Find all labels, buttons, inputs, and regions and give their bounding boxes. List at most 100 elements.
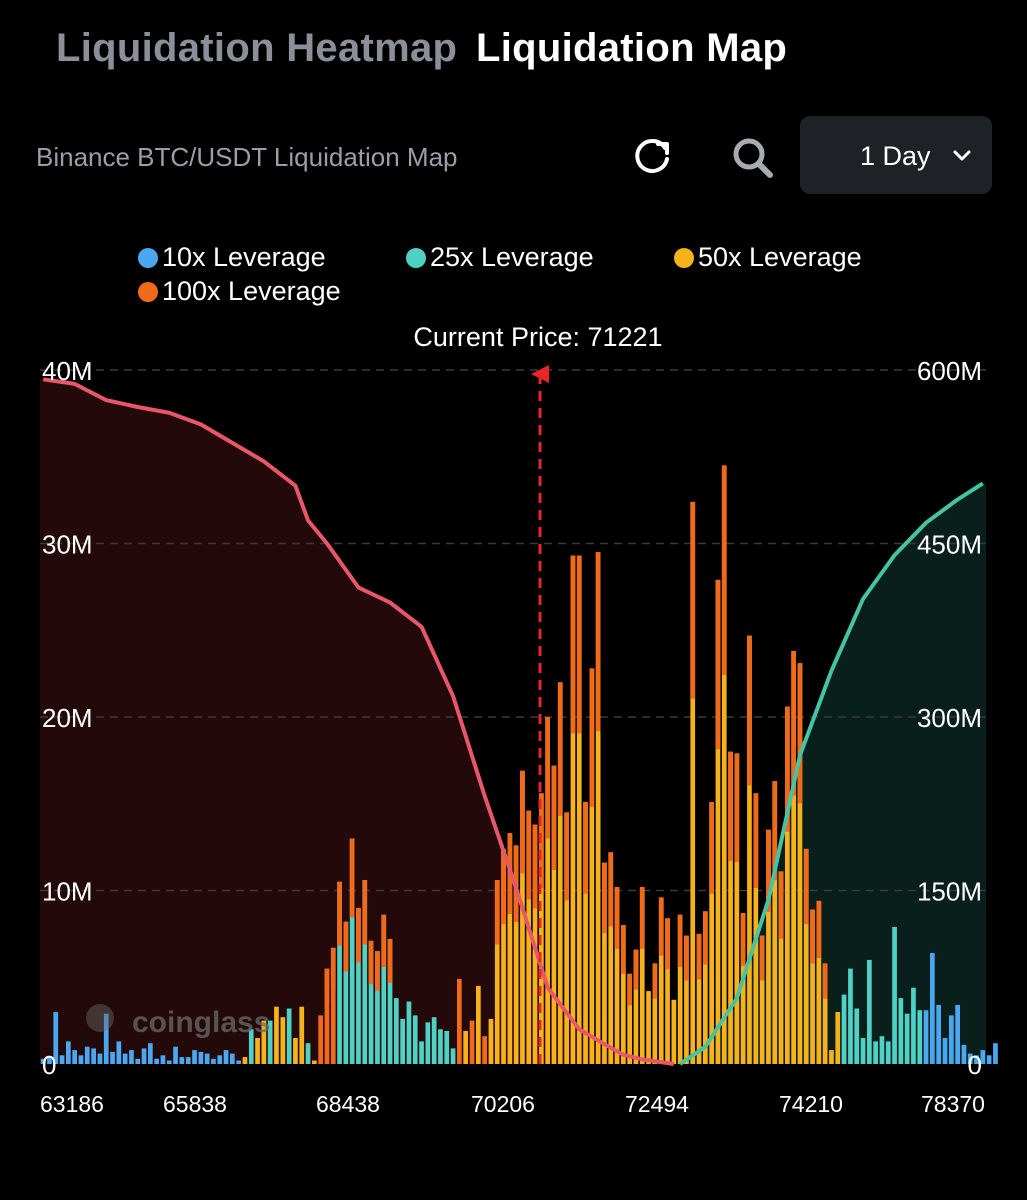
liquidation-bar [255, 1038, 260, 1064]
liquidation-bar [198, 1051, 204, 1064]
liquidation-bar [444, 1031, 450, 1064]
current-price-label: Current Price: 71221 [413, 322, 662, 352]
liquidation-bar [72, 1050, 77, 1064]
liquidation-bar [885, 1041, 891, 1064]
x-tick-label: 72494 [625, 1091, 689, 1117]
liquidation-bar [166, 1060, 172, 1064]
legend-item-50x[interactable]: 50x Leverage [674, 242, 862, 273]
liquidation-bar-100x-segment [639, 887, 645, 949]
liquidation-bar [501, 848, 506, 1064]
liquidation-bar-100x-segment [772, 781, 778, 881]
liquidation-bar-100x-segment [551, 765, 557, 870]
liquidation-bar [141, 1048, 147, 1064]
y-right-tick-label: 0 [968, 1050, 982, 1080]
liquidation-bar [974, 1055, 979, 1064]
time-range-label: 1 Day [860, 141, 931, 171]
liquidation-bar [589, 668, 595, 1064]
liquidation-bar [425, 1022, 431, 1064]
liquidation-bar [242, 1057, 248, 1064]
liquidation-bar [930, 953, 935, 1064]
legend-label-25x: 25x Leverage [430, 242, 594, 272]
liquidation-bar [867, 959, 872, 1064]
liquidation-bar [286, 1008, 292, 1064]
refresh-icon[interactable] [627, 132, 677, 182]
liquidation-bar [507, 833, 513, 1064]
liquidation-bar [450, 1048, 456, 1064]
liquidation-bar [747, 635, 752, 1064]
liquidation-bar [47, 1057, 52, 1064]
legend-dot-50x [674, 247, 694, 268]
liquidation-bar [318, 1015, 323, 1064]
y-right-tick-label: 600M [917, 356, 982, 386]
liquidation-bar [993, 1043, 998, 1064]
liquidation-bar-100x-segment [797, 663, 803, 804]
liquidation-bar [394, 998, 399, 1064]
liquidation-bar-100x-segment [324, 968, 330, 1002]
tab-liquidation-heatmap[interactable]: Liquidation Heatmap [56, 26, 458, 70]
legend-item-25x[interactable]: 25x Leverage [406, 242, 594, 273]
liquidation-bar [488, 1018, 494, 1064]
liquidation-bar [305, 1043, 311, 1064]
liquidation-bar [539, 793, 544, 1064]
liquidation-bar-100x-segment [532, 824, 538, 909]
liquidation-bar-100x-segment [520, 770, 525, 874]
liquidation-bar [835, 1012, 841, 1064]
liquidation-bar-100x-segment [778, 871, 784, 939]
liquidation-bar-100x-segment [501, 848, 506, 925]
liquidation-bar-100x-segment [785, 706, 790, 832]
legend-dot-25x [406, 247, 426, 268]
liquidation-bar-100x-segment [652, 963, 658, 999]
liquidation-bar [230, 1053, 235, 1064]
liquidation-bar [84, 1046, 90, 1064]
chart-subtitle: Binance BTC/USDT Liquidation Map [36, 142, 458, 172]
liquidation-bar [110, 1051, 115, 1064]
liquidation-bar [66, 1041, 71, 1064]
liquidation-bar-100x-segment [494, 880, 500, 945]
liquidation-bar-100x-segment [696, 933, 702, 980]
search-icon[interactable] [727, 132, 777, 182]
liquidation-bar-100x-segment [816, 900, 822, 958]
tab-liquidation-map[interactable]: Liquidation Map [476, 26, 788, 70]
liquidation-bar [173, 1046, 178, 1064]
liquidation-bar [955, 1005, 960, 1064]
liquidation-bar [772, 781, 778, 1064]
liquidation-bar [204, 1053, 210, 1064]
liquidation-bar [734, 753, 740, 1064]
liquidation-bar [936, 1005, 941, 1064]
liquidation-bar-100x-segment [375, 951, 380, 991]
liquidation-bar [362, 880, 368, 1064]
liquidation-bar [677, 914, 683, 1064]
time-range-dropdown[interactable]: 1 Day [800, 116, 992, 194]
liquidation-bar [53, 1012, 59, 1064]
legend-item-100x[interactable]: 100x Leverage [138, 276, 341, 307]
liquidation-bar [293, 1038, 298, 1064]
y-right-tick-label: 300M [917, 703, 982, 733]
liquidation-bar-100x-segment [665, 918, 670, 970]
liquidation-bar [986, 1055, 992, 1064]
legend-item-10x[interactable]: 10x Leverage [138, 242, 326, 273]
liquidation-bar [116, 1041, 122, 1064]
liquidation-bar-100x-segment [381, 914, 387, 967]
liquidation-bar [949, 1015, 954, 1064]
liquidation-bar [690, 501, 696, 1064]
liquidation-bar-100x-segment [595, 552, 601, 732]
liquidation-bar [785, 706, 790, 1064]
liquidation-bar-100x-segment [810, 909, 815, 964]
legend-label-100x: 100x Leverage [162, 276, 341, 306]
liquidation-bar [665, 918, 670, 1064]
x-tick-label: 63186 [40, 1091, 104, 1117]
liquidation-bar [841, 994, 847, 1064]
liquidation-bar-100x-segment [387, 939, 393, 983]
liquidation-bar [103, 1013, 109, 1064]
liquidation-bar-100x-segment [576, 555, 582, 734]
liquidation-bar [961, 1044, 967, 1064]
liquidation-bar-100x-segment [728, 751, 733, 861]
liquidation-bar [154, 1058, 159, 1064]
liquidation-bar [570, 555, 576, 1064]
liquidation-bar [810, 909, 815, 1064]
legend-label-50x: 50x Leverage [698, 242, 862, 272]
liquidation-bar [848, 968, 853, 1064]
legend-label-10x: 10x Leverage [162, 242, 326, 272]
x-tick-label: 65838 [163, 1091, 227, 1117]
y-right-tick-label: 450M [917, 530, 982, 560]
